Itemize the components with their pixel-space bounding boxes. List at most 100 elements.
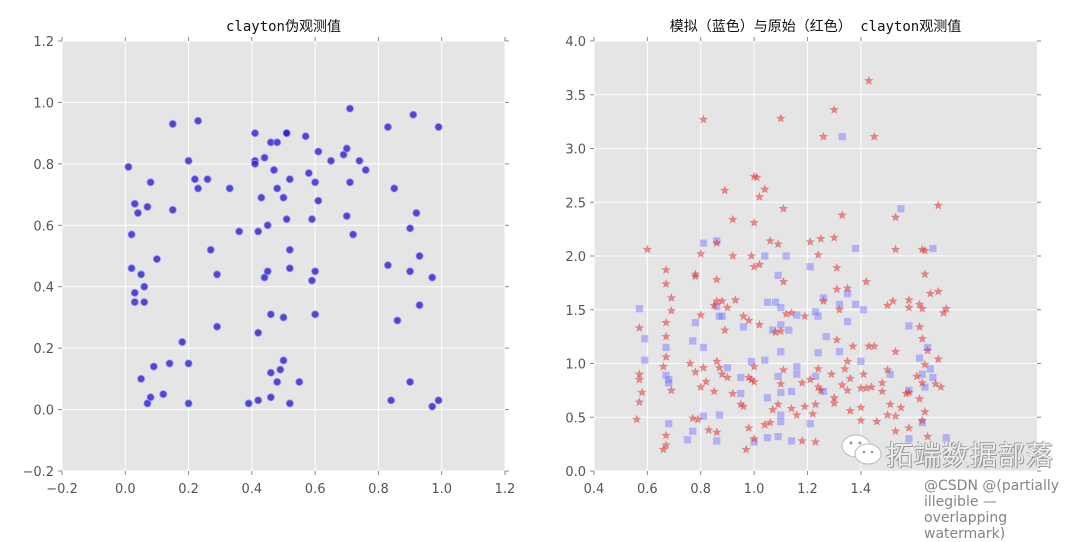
data-point <box>869 341 879 351</box>
data-point <box>890 212 901 222</box>
data-point <box>699 343 708 351</box>
plot-area <box>62 41 505 471</box>
data-point <box>818 296 829 306</box>
data-point <box>882 364 893 374</box>
data-point <box>635 305 643 313</box>
data-point <box>273 138 282 147</box>
data-point <box>342 144 351 153</box>
data-point <box>661 440 671 450</box>
data-point <box>842 385 853 395</box>
data-point <box>737 373 745 382</box>
data-point <box>666 305 677 315</box>
data-point <box>835 348 844 356</box>
data-point <box>349 230 358 239</box>
data-point <box>904 302 914 312</box>
data-point <box>428 273 437 282</box>
data-point <box>661 264 671 275</box>
data-point <box>143 202 152 211</box>
data-point <box>719 185 730 195</box>
data-point <box>713 302 721 311</box>
data-point <box>634 374 645 384</box>
data-point <box>387 396 396 405</box>
data-point <box>843 290 852 298</box>
data-point <box>314 147 323 156</box>
data-point <box>244 399 253 408</box>
data-point <box>285 264 294 273</box>
data-point <box>152 255 161 264</box>
data-point <box>665 379 673 387</box>
chart-right: 0.4 0.6 0.8 1.0 1.2 1.4 0.0 0.5 1.0 1.5 2.0 2.5 3.0 3… <box>540 0 1080 503</box>
data-point <box>773 399 783 409</box>
data-point <box>751 172 762 182</box>
data-point <box>814 312 822 320</box>
data-point <box>793 311 801 319</box>
grid-lines <box>593 40 1037 472</box>
data-point <box>279 193 288 202</box>
data-point <box>918 419 926 427</box>
data-point <box>746 250 757 261</box>
data-point <box>787 437 796 445</box>
data-point <box>858 369 869 379</box>
data-point <box>778 364 789 374</box>
data-point <box>754 191 765 201</box>
data-point <box>917 333 927 343</box>
data-point <box>921 383 929 391</box>
data-point <box>143 399 152 408</box>
data-point <box>918 370 926 378</box>
x-tick-label: −0.2 <box>46 482 78 497</box>
data-point <box>696 310 706 320</box>
data-point <box>773 239 783 249</box>
data-point <box>194 116 203 125</box>
data-point <box>361 165 370 174</box>
data-point <box>890 346 901 356</box>
data-point <box>415 251 424 260</box>
data-point <box>861 276 871 286</box>
tick-marks <box>590 37 1041 475</box>
data-point <box>905 435 913 443</box>
data-point <box>904 387 914 397</box>
x-tick-label: 0.6 <box>637 482 658 497</box>
data-point <box>257 193 266 202</box>
data-point <box>712 274 722 284</box>
data-point <box>685 358 695 368</box>
data-point <box>941 303 952 313</box>
data-point <box>137 374 146 383</box>
data-point <box>776 113 786 123</box>
data-point <box>813 363 824 373</box>
y-tick-label: 0.2 <box>33 342 54 357</box>
data-point <box>777 388 785 397</box>
data-point <box>914 321 925 331</box>
data-point <box>130 199 139 208</box>
data-point <box>273 377 282 386</box>
data-point <box>886 370 894 378</box>
data-point <box>634 322 645 333</box>
data-point <box>917 377 927 387</box>
y-tick-label: 1.0 <box>565 358 586 373</box>
data-point <box>938 308 949 318</box>
scatter-plot-left: −0.2 0.0 0.2 0.4 0.6 0.8 1.0 1.2 −0.2 0.0 0.2 0.4 0.… <box>22 19 515 497</box>
x-tick-label: 0.4 <box>584 482 605 497</box>
x-tick-label: 0.4 <box>242 482 263 497</box>
data-point <box>759 419 770 429</box>
y-tick-label: 1.5 <box>565 304 586 319</box>
data-point <box>690 367 701 377</box>
data-point <box>698 362 709 372</box>
data-point <box>730 295 741 305</box>
data-point <box>933 286 944 296</box>
data-point <box>763 394 772 402</box>
y-tick-label: 0.0 <box>33 404 54 419</box>
data-point <box>130 298 139 307</box>
data-point <box>832 284 842 294</box>
data-point <box>326 156 335 165</box>
data-point <box>146 178 155 187</box>
data-point <box>747 357 756 365</box>
data-point <box>631 414 642 424</box>
chart-title: 模拟（蓝色）与原始（红色） clayton观测值 <box>670 18 961 35</box>
data-point <box>774 271 782 279</box>
data-point <box>717 369 727 379</box>
data-point <box>213 270 222 279</box>
data-point <box>434 123 443 132</box>
data-point <box>785 326 793 334</box>
data-point <box>810 437 821 447</box>
data-point <box>749 361 759 371</box>
